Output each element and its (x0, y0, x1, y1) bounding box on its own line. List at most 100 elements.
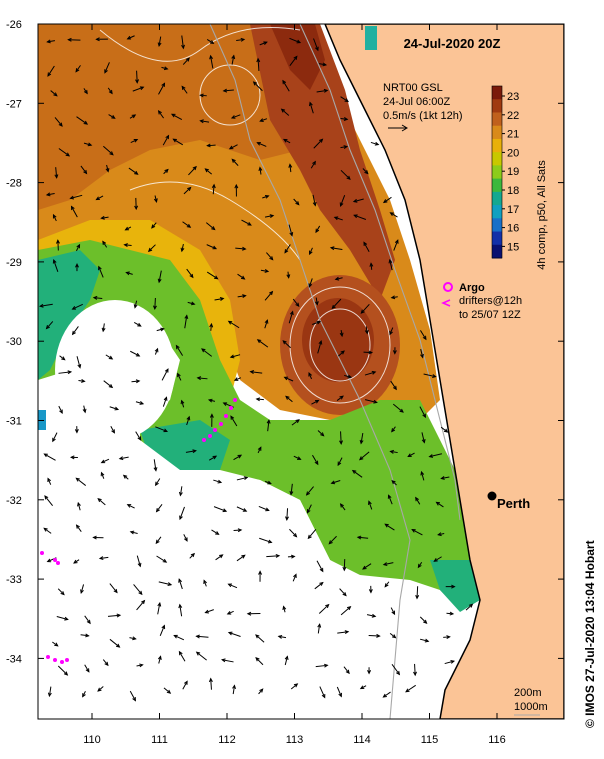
current-arrow (195, 651, 207, 661)
current-arrow (57, 665, 69, 676)
current-arrow (291, 419, 300, 426)
colorbar-tick-label: 17 (507, 204, 519, 216)
current-arrow (84, 615, 91, 625)
current-arrow (209, 413, 214, 427)
current-arrow (102, 240, 108, 248)
current-arrow (318, 603, 330, 614)
current-arrow (235, 246, 247, 251)
current-arrow (319, 686, 326, 699)
current-arrow (47, 686, 52, 698)
current-arrow (104, 62, 110, 74)
current-arrow (129, 690, 136, 702)
current-arrow (75, 477, 87, 486)
drifter-icon (441, 299, 451, 307)
current-arrow (214, 297, 225, 301)
contour1-label: 200m (514, 687, 542, 699)
current-arrow (445, 584, 456, 589)
current-arrow (390, 607, 396, 616)
current-arrow (208, 455, 218, 461)
plot-frame (37, 23, 565, 720)
current-arrow (201, 348, 213, 357)
current-arrow (58, 370, 73, 375)
current-arrow (336, 686, 342, 698)
current-arrow (136, 555, 142, 568)
current-arrow (236, 554, 246, 562)
current-arrow (256, 57, 261, 71)
current-arrow (57, 588, 65, 596)
vector-scale: 0.5m/s (1kt 12h) (383, 110, 462, 122)
current-arrow (288, 163, 293, 173)
current-arrow (230, 114, 241, 119)
current-arrow (352, 198, 364, 203)
current-arrow (75, 263, 79, 272)
current-arrow (130, 350, 141, 357)
current-arrow (98, 265, 104, 278)
current-arrow (58, 405, 63, 415)
current-arrow (420, 348, 424, 359)
current-arrow (259, 118, 268, 122)
current-arrow (76, 356, 82, 369)
current-arrow (334, 276, 343, 281)
x-tick-label: 110 (83, 734, 101, 746)
current-arrow (384, 581, 390, 588)
current-arrow (419, 406, 426, 419)
current-arrow (172, 138, 184, 146)
current-arrow (443, 635, 451, 640)
current-arrow (156, 327, 165, 332)
current-arrow (178, 603, 183, 617)
current-arrow (52, 258, 59, 272)
current-arrow (342, 559, 347, 572)
current-arrow (339, 431, 344, 445)
current-arrow (196, 376, 208, 381)
current-arrow (236, 476, 249, 481)
current-arrow (368, 500, 373, 510)
current-arrow (45, 321, 54, 330)
current-arrow (368, 585, 373, 594)
current-arrow (343, 666, 350, 675)
colorbar-tick-label: 18 (507, 185, 519, 197)
current-arrow (109, 406, 120, 411)
colorbar-tick-label: 21 (507, 129, 519, 141)
colorbar-tick-label: 16 (507, 223, 519, 235)
current-arrow (103, 380, 114, 389)
current-arrow (92, 535, 104, 540)
current-arrow (415, 496, 421, 505)
current-arrow (186, 415, 191, 426)
x-axis: 110 111 112 113 114 115 116 (83, 24, 506, 746)
current-arrow (180, 243, 185, 253)
current-arrow (67, 37, 81, 42)
current-arrow (413, 663, 417, 677)
current-arrow (135, 70, 140, 84)
current-arrow (362, 168, 369, 175)
current-arrow (370, 141, 380, 146)
current-arrow (134, 197, 139, 211)
current-arrow (384, 523, 395, 531)
current-arrow (84, 664, 90, 673)
current-arrow (211, 529, 220, 535)
current-arrow (133, 300, 138, 309)
current-arrow (366, 613, 377, 618)
current-arrow (233, 528, 243, 533)
current-arrow (71, 303, 83, 310)
current-arrow (264, 214, 275, 219)
current-arrow (221, 658, 234, 663)
drifters-to-label: to 25/07 12Z (459, 309, 521, 321)
current-arrow (105, 164, 110, 173)
current-arrow (38, 303, 53, 308)
current-arrow (229, 354, 241, 359)
current-arrow (289, 483, 294, 496)
model-name: NRT00 GSL (383, 82, 443, 94)
current-arrow (208, 677, 213, 690)
current-arrow (312, 194, 317, 207)
current-arrow (75, 65, 81, 73)
current-arrow (110, 426, 115, 434)
current-arrow (213, 506, 228, 513)
current-arrow (337, 457, 343, 467)
current-arrow (365, 399, 378, 404)
colorbar-tick-label: 23 (507, 91, 519, 103)
current-arrow (382, 196, 392, 204)
current-arrow (317, 339, 323, 354)
y-tick-label: -31 (6, 416, 22, 428)
current-arrow (284, 244, 291, 254)
current-arrow (264, 290, 274, 301)
